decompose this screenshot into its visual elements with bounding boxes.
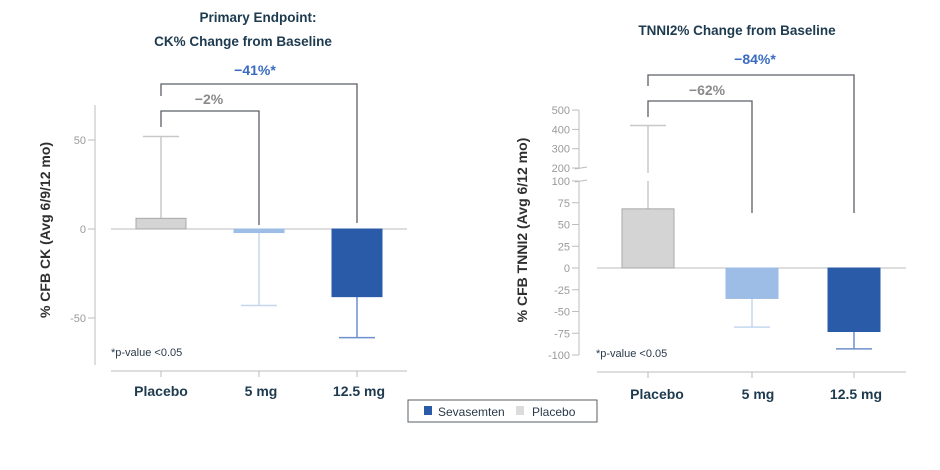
footnote: *p-value <0.05 [596,348,667,360]
y-tick-label: 25 [558,241,570,253]
bar-placebo [135,217,187,230]
chart-title-line2: CK% Change from Baseline [154,34,332,49]
y-tick-label: 400 [552,124,570,136]
chart-title-line1: Primary Endpoint: [199,10,316,25]
bar-placebo [621,208,675,269]
axis-break-mark [574,166,588,170]
axis-break-mark [574,179,588,183]
y-tick-label: 0 [564,263,570,275]
y-tick-label: -75 [554,328,570,340]
x-tick-label: 12.5 mg [830,386,882,402]
legend-swatch-placebo [516,406,524,415]
comparison-label-low-dose: −2% [195,91,224,107]
x-tick-label: Placebo [630,386,684,402]
y-axis-label: % CFB CK (Avg 6/9/12 mo) [37,142,53,318]
chart-title: TNNI2% Change from Baseline [638,23,836,38]
bar-5-mg [233,228,285,234]
chart-ck: Primary Endpoint: CK% Change from Baseli… [37,10,385,399]
x-tick-label: 12.5 mg [333,383,385,399]
y-tick-label: 200 [552,163,570,175]
chart-tnni2: TNNI2% Change from Baseline % CFB TNNI2 … [514,23,882,402]
y-tick-label: -50 [70,313,86,325]
y-tick-label: 50 [558,220,570,232]
legend-label: Sevasemten [438,405,505,419]
legend-box [407,399,598,423]
y-tick-label: -50 [554,307,570,319]
x-tick-label: 5 mg [245,383,278,399]
footnote: *p-value <0.05 [111,347,182,359]
x-tick-label: 5 mg [742,386,775,402]
comparison-bracket [160,83,358,223]
comparison-bracket [647,100,753,213]
y-tick-label: -25 [554,285,570,297]
comparison-label-low-dose: −62% [689,82,726,98]
y-tick-label: 75 [558,198,570,210]
chart-marks: 500-505004003002001007550250-25-50-75-10… [70,74,906,378]
comparison-bracket [647,74,855,213]
comparison-label-high-dose: −41%* [234,62,276,78]
legend: Sevasemten Placebo [407,399,598,423]
bar-12-5-mg [331,228,383,298]
y-axis-label: % CFB TNNI2 (Avg 6/12 mo) [514,138,530,323]
comparison-bracket [160,110,260,225]
y-tick-label: 50 [74,135,86,147]
y-tick-label: 500 [552,105,570,117]
y-tick-label: 100 [552,176,570,188]
y-tick-label: 300 [552,144,570,156]
legend-swatch-sevasemten [424,406,432,415]
x-tick-label: Placebo [134,383,188,399]
comparison-label-high-dose: −84%* [734,51,776,67]
bar-12-5-mg [827,267,881,333]
legend-label: Placebo [532,405,576,419]
y-tick-label: 0 [80,224,86,236]
bar-5-mg [725,267,779,299]
y-tick-label: -100 [548,350,570,362]
